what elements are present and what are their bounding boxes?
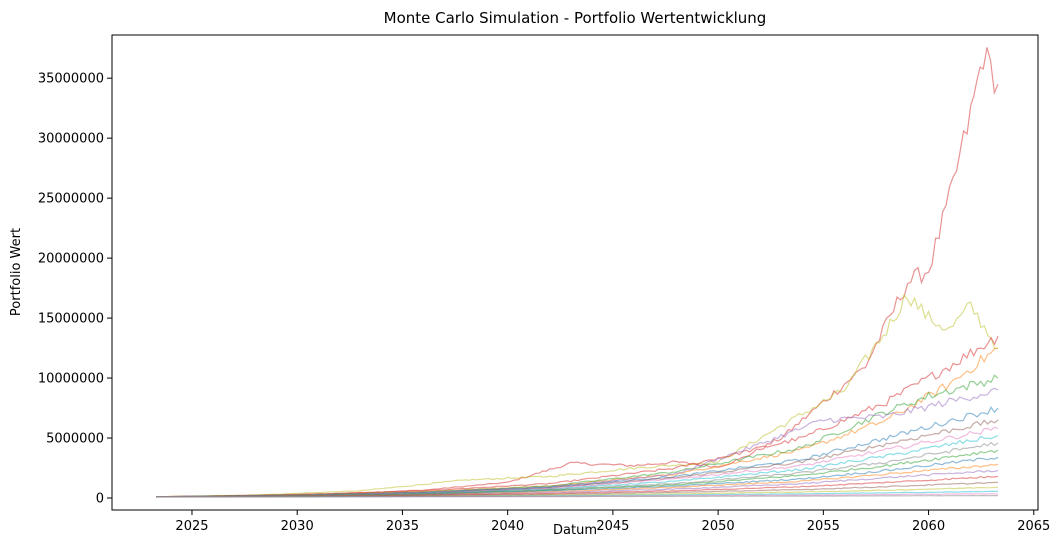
y-tick-label-6: 30000000 [38,132,104,147]
series-layer [156,47,999,498]
chart-title: Monte Carlo Simulation - Portfolio Werte… [384,9,767,27]
series-line-20 [156,494,998,498]
x-tick-label-4: 2045 [596,519,629,534]
x-tick-label-2: 2035 [386,519,419,534]
series-line-4 [156,374,999,498]
plot-area [111,34,1039,511]
y-tick-label-2: 10000000 [38,372,104,387]
y-tick-label-4: 20000000 [38,252,104,267]
y-axis-label: Portfolio Wert [9,228,24,316]
x-tick-label-7: 2060 [912,519,945,534]
x-tick-label-6: 2055 [807,519,840,534]
y-tick-label-7: 35000000 [38,72,104,87]
x-axis-label: Datum [553,523,597,538]
y-axis: 0 5000000 10000000 15000000 20000000 25000000… [38,72,112,507]
x-tick-label-3: 2040 [491,519,524,534]
x-tick-label-8: 2065 [1017,519,1050,534]
y-tick-label-0: 0 [96,492,104,507]
x-tick-label-1: 2030 [281,519,314,534]
series-line-0 [156,47,999,498]
y-tick-label-5: 25000000 [38,192,104,207]
x-tick-label-0: 2025 [175,519,208,534]
x-tick-label-5: 2050 [702,519,735,534]
y-tick-label-1: 5000000 [46,432,104,447]
y-tick-label-3: 15000000 [38,312,104,327]
series-line-7 [156,419,999,498]
series-line-1 [156,293,999,498]
x-axis: 2025 2030 2035 2040 2045 2050 2055 2060 2065 [175,510,1050,534]
